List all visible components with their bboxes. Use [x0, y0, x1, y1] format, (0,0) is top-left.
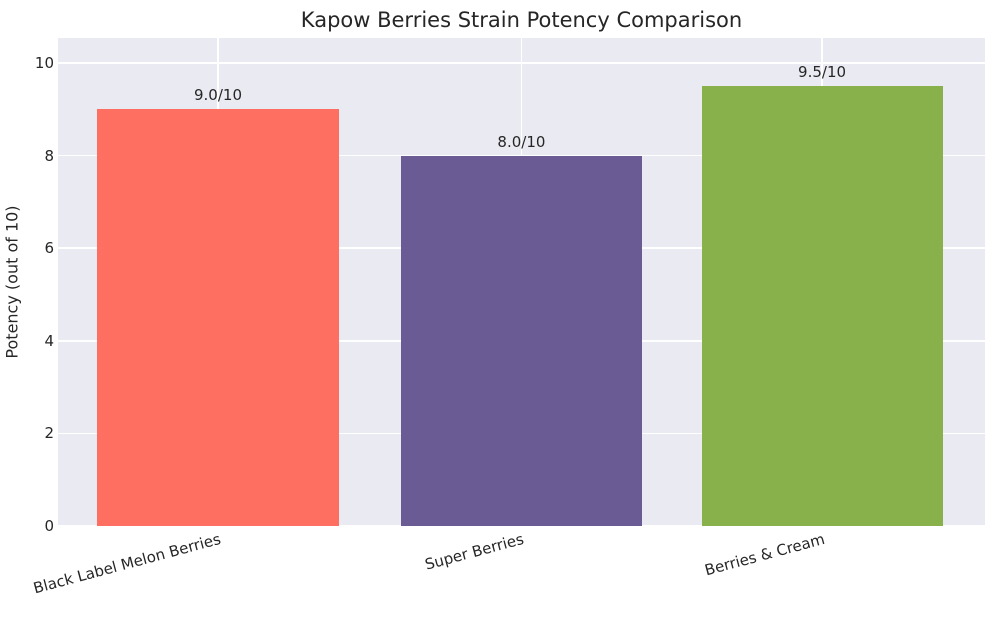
bar-0 [97, 109, 339, 526]
bar-1 [400, 155, 642, 526]
x-tick-label-1: Super Berries [423, 530, 527, 574]
bar-chart-figure: Kapow Berries Strain Potency Comparison … [2, 8, 985, 598]
y-axis-label: Potency (out of 10) [2, 205, 22, 359]
chart-title: Kapow Berries Strain Potency Comparison [300, 8, 743, 32]
y-tick-label-6: 6 [44, 239, 54, 258]
bar-value-label-0: 9.0/10 [194, 86, 242, 105]
x-tick-label-0: Black Label Melon Berries [31, 530, 223, 598]
bar-2 [701, 86, 943, 526]
y-tick-label-2: 2 [44, 424, 54, 443]
y-tick-label-10: 10 [34, 54, 54, 72]
plot-area [58, 38, 985, 526]
x-tick-label-2: Berries & Cream [702, 530, 827, 580]
y-tick-label-4: 4 [44, 331, 54, 350]
y-tick-label-8: 8 [44, 146, 54, 165]
bar-value-label-2: 9.5/10 [798, 63, 847, 82]
bar-value-label-1: 8.0/10 [497, 132, 546, 151]
y-tick-label-0: 0 [44, 517, 54, 535]
